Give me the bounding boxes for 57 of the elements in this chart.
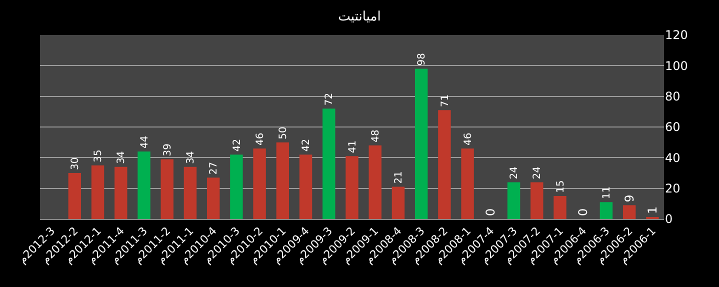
data-label: 72 xyxy=(324,92,336,106)
data-label: 44 xyxy=(139,136,150,149)
bar xyxy=(114,166,128,219)
bar xyxy=(160,159,174,219)
data-label: 30 xyxy=(70,157,81,170)
data-label: 41 xyxy=(347,140,358,154)
data-label: 42 xyxy=(232,138,243,152)
bar xyxy=(622,205,636,219)
bar xyxy=(438,110,451,219)
bar xyxy=(68,173,82,219)
data-label: 9 xyxy=(622,194,636,202)
y-tick-label: 100 xyxy=(665,58,688,73)
bar xyxy=(138,152,150,219)
data-label: 0 xyxy=(576,208,590,216)
y-tick-label: 80 xyxy=(665,90,680,104)
data-label: 50 xyxy=(278,126,289,140)
bar xyxy=(253,148,266,219)
y-tick-label: 120 xyxy=(665,28,688,42)
data-label: 42 xyxy=(301,138,312,152)
bar xyxy=(206,178,220,219)
y-tick-label: 20 xyxy=(665,182,680,196)
bar xyxy=(530,182,544,219)
data-label: 46 xyxy=(462,132,474,146)
bar xyxy=(184,166,197,219)
data-label: 24 xyxy=(532,166,544,180)
y-tick-label: 40 xyxy=(665,150,680,165)
data-label: 11 xyxy=(602,186,613,200)
data-label: 21 xyxy=(394,171,405,184)
data-label: 15 xyxy=(555,180,566,193)
data-label: 98 xyxy=(416,53,428,66)
bar xyxy=(461,148,474,219)
data-label: 34 xyxy=(116,151,128,164)
data-label: 48 xyxy=(370,130,382,142)
data-label: 71 xyxy=(440,94,451,108)
data-label: 39 xyxy=(162,144,174,156)
bar xyxy=(230,154,243,219)
bar xyxy=(299,154,312,219)
bar xyxy=(91,165,104,219)
bar xyxy=(507,182,520,219)
bar xyxy=(554,196,566,219)
bar xyxy=(368,145,382,219)
chart-title: امیانتیت xyxy=(338,10,381,25)
bar xyxy=(346,156,358,219)
bar xyxy=(392,186,405,219)
data-label: 24 xyxy=(509,166,520,180)
bar xyxy=(322,108,336,219)
data-label: 1 xyxy=(645,206,660,214)
data-label: 46 xyxy=(254,132,266,146)
bar xyxy=(276,142,290,219)
bar xyxy=(600,202,613,219)
data-label: 35 xyxy=(93,150,104,162)
y-tick-label: 60 xyxy=(665,120,680,134)
data-label: 0 xyxy=(484,208,498,216)
data-label: 34 xyxy=(186,151,197,164)
y-tick-label: 0 xyxy=(665,212,673,226)
bar xyxy=(414,68,428,219)
data-label: 27 xyxy=(208,162,220,175)
